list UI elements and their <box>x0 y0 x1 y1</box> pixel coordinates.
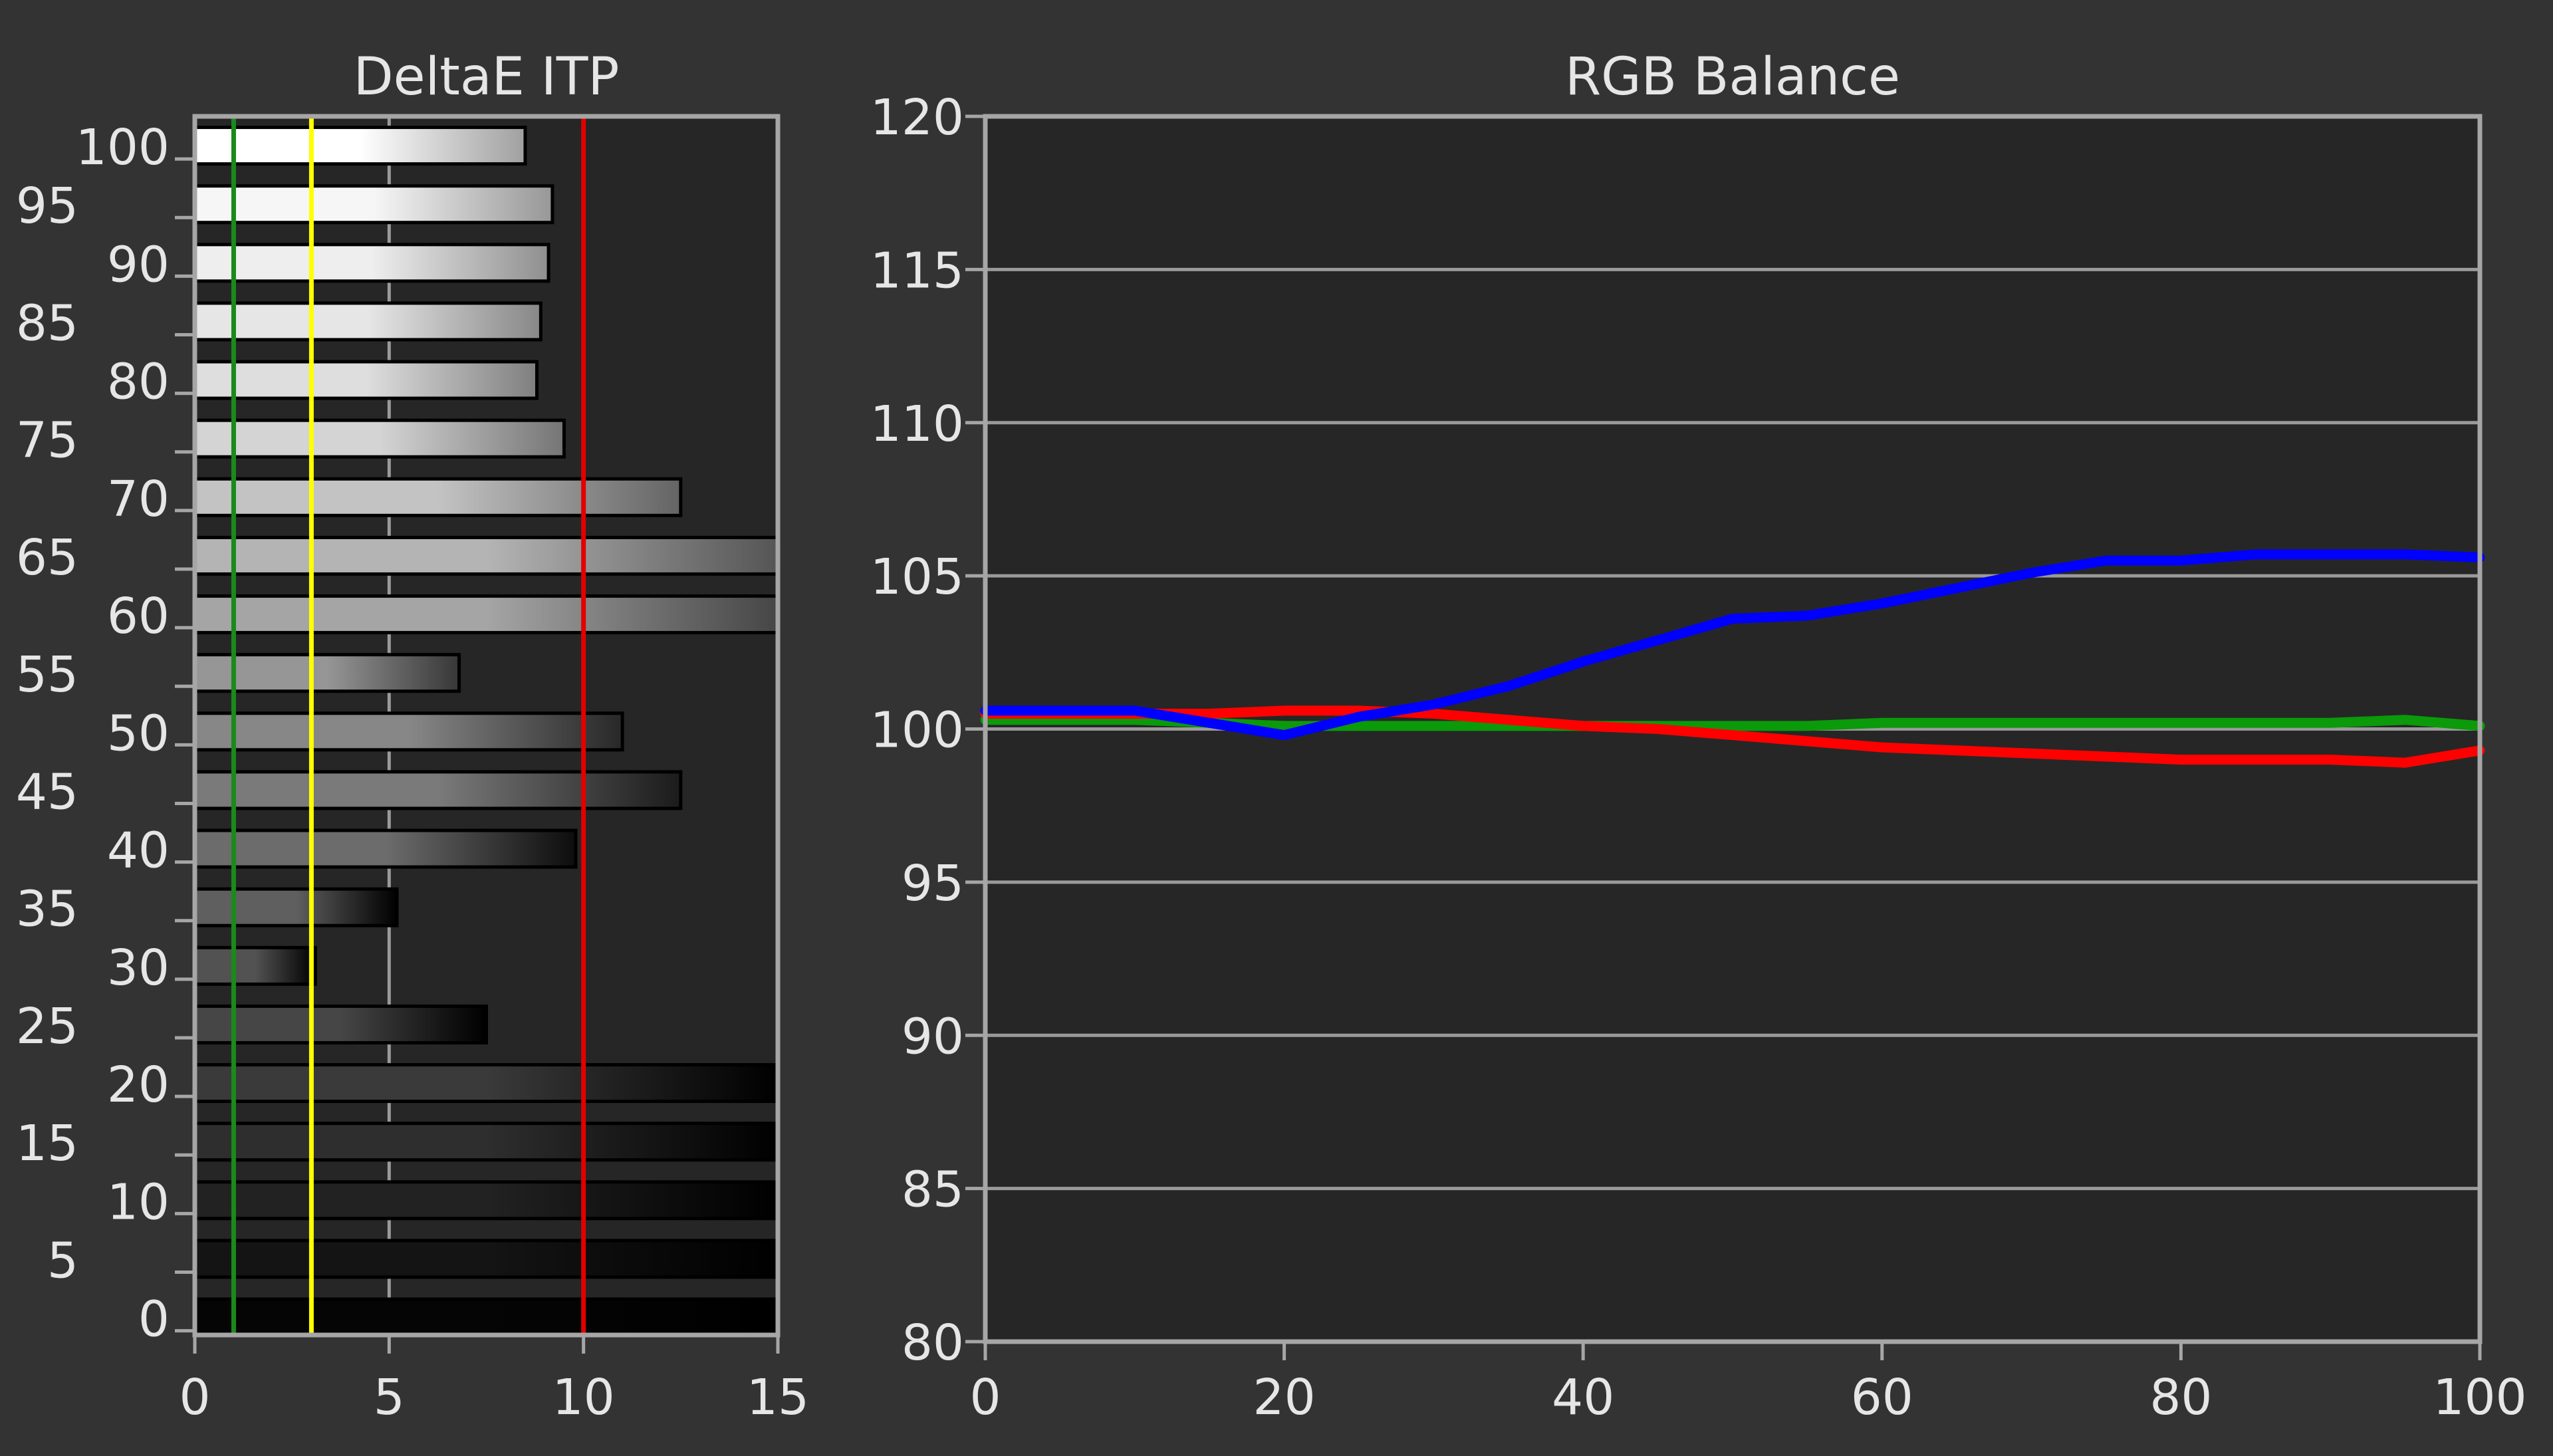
rgb-y-tick-label: 95 <box>902 855 964 912</box>
deltae-y-tick-label: 30 <box>107 939 170 997</box>
deltae-bar <box>193 1239 780 1279</box>
deltae-bar <box>193 1122 780 1162</box>
deltae-bar <box>193 711 624 752</box>
deltae-y-tick-label: 70 <box>107 471 170 528</box>
rgb-x-tick-label: 80 <box>2149 1369 2212 1426</box>
deltae-y-tick-label: 60 <box>107 588 170 645</box>
rgb-y-tick-label: 90 <box>902 1008 964 1065</box>
deltae-y-tick-label: 90 <box>107 236 170 293</box>
rgb-y-tick-label: 100 <box>870 702 964 759</box>
deltae-y-tick-label: 20 <box>107 1056 170 1114</box>
deltae-y-tick-label: 95 <box>16 178 78 235</box>
deltae-bar <box>193 418 566 459</box>
deltae-bar <box>193 828 578 869</box>
deltae-y-tick-label: 10 <box>107 1173 170 1231</box>
deltae-x-tick-label: 10 <box>552 1369 615 1426</box>
deltae-bar <box>193 535 780 576</box>
rgb-balance-title: RGB Balance <box>1565 47 1900 107</box>
deltae-y-tick-label: 65 <box>16 529 78 586</box>
deltae-y-tick-label: 35 <box>16 881 78 938</box>
deltae-bar <box>193 243 550 283</box>
deltae-x-tick-label: 15 <box>747 1369 809 1426</box>
deltae-bar <box>193 184 554 225</box>
deltae-itp-title: DeltaE ITP <box>354 47 620 107</box>
deltae-bar <box>193 126 527 166</box>
deltae-bar <box>193 301 543 342</box>
deltae-bar <box>193 477 683 517</box>
rgb-y-tick-label: 105 <box>870 548 964 606</box>
deltae-y-tick-label: 75 <box>16 412 78 469</box>
rgb-x-tick-label: 0 <box>969 1369 1001 1426</box>
rgb-y-tick-label: 115 <box>870 242 964 299</box>
rgb-x-tick-label: 100 <box>2433 1369 2526 1426</box>
rgb-series-line <box>980 705 2485 768</box>
deltae-y-tick-label: 45 <box>16 763 78 820</box>
rgb-balance-chart: RGB Balance 80 85 90 95 100 105 110 115 120 0 20 40… <box>870 47 2527 1426</box>
rgb-x-tick-label: 40 <box>1552 1369 1614 1426</box>
deltae-itp-chart: DeltaE ITP 05101520253035404550556065707… <box>16 47 809 1426</box>
deltae-bar <box>193 770 683 810</box>
rgb-y-tick-label: 120 <box>870 89 964 146</box>
deltae-bar <box>193 1180 780 1221</box>
rgb-x-tick-label: 20 <box>1253 1369 1316 1426</box>
deltae-y-tick-label: 50 <box>107 705 170 762</box>
deltae-bar <box>193 1063 780 1104</box>
deltae-y-tick-label: 85 <box>16 295 78 352</box>
deltae-plot-frame <box>192 114 781 1338</box>
rgb-y-tick-label: 80 <box>902 1314 964 1372</box>
deltae-bar <box>193 887 399 927</box>
deltae-y-tick-label: 5 <box>47 1232 78 1289</box>
deltae-bar <box>193 594 780 635</box>
rgb-y-tick-label: 110 <box>870 396 964 453</box>
deltae-x-tick-label: 5 <box>374 1369 405 1426</box>
deltae-y-tick-label: 100 <box>76 119 170 176</box>
deltae-bar <box>193 360 539 400</box>
deltae-y-tick-label: 15 <box>16 1115 78 1172</box>
deltae-x-tick-label: 0 <box>179 1369 210 1426</box>
rgb-x-tick-label: 60 <box>1851 1369 1913 1426</box>
rgb-y-tick-label: 85 <box>902 1161 964 1219</box>
deltae-bar <box>193 653 461 693</box>
deltae-y-tick-label: 0 <box>138 1291 170 1348</box>
rgb-series-line <box>980 549 2485 741</box>
deltae-y-tick-label: 40 <box>107 822 170 880</box>
deltae-bar <box>193 1297 780 1338</box>
deltae-y-tick-label: 25 <box>16 998 78 1055</box>
deltae-y-tick-label: 55 <box>16 646 78 703</box>
deltae-bar <box>193 1004 488 1044</box>
deltae-bar <box>193 945 317 986</box>
deltae-y-tick-label: 80 <box>107 354 170 411</box>
